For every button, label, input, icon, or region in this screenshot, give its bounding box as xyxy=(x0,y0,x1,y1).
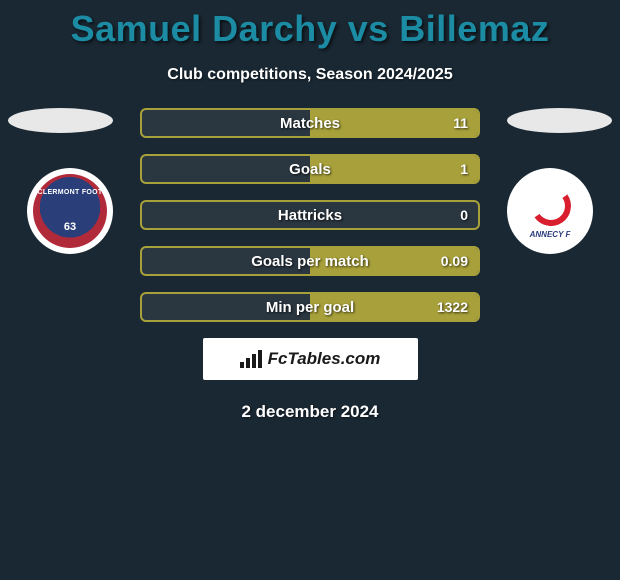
stat-value-right: 0.09 xyxy=(441,253,468,269)
badge-right-text: ANNECY F xyxy=(530,231,571,240)
annecy-swoosh-icon xyxy=(528,183,574,229)
stat-row: Min per goal 1322 xyxy=(140,292,480,322)
stat-value-right: 1322 xyxy=(437,299,468,315)
brand-text: FcTables.com xyxy=(268,349,381,369)
subtitle: Club competitions, Season 2024/2025 xyxy=(0,66,620,84)
bar-chart-icon xyxy=(240,350,262,368)
content-area: CLERMONT FOOT 63 ANNECY F Matches 11 Goals… xyxy=(0,108,620,422)
stat-rows: Matches 11 Goals 1 Hattricks 0 Goals per match… xyxy=(140,108,480,322)
stat-row: Hattricks 0 xyxy=(140,200,480,230)
stat-row: Matches 11 xyxy=(140,108,480,138)
brand-box: FcTables.com xyxy=(203,338,418,380)
stat-label: Hattricks xyxy=(278,207,342,224)
stat-label: Matches xyxy=(280,115,340,132)
team-badge-right-inner: ANNECY F xyxy=(513,174,587,248)
stat-label: Goals xyxy=(289,161,331,178)
team-badge-right: ANNECY F xyxy=(507,168,593,254)
stat-value-right: 0 xyxy=(460,207,468,223)
team-badge-left-inner: CLERMONT FOOT 63 xyxy=(33,174,107,248)
infographic-container: Samuel Darchy vs Billemaz Club competiti… xyxy=(0,0,620,580)
team-badge-left: CLERMONT FOOT 63 xyxy=(27,168,113,254)
stat-label: Goals per match xyxy=(251,253,369,270)
badge-left-text-top: CLERMONT FOOT xyxy=(38,189,103,197)
stat-label: Min per goal xyxy=(266,299,354,316)
stat-row: Goals 1 xyxy=(140,154,480,184)
stat-fill-right xyxy=(310,156,478,182)
badge-left-number: 63 xyxy=(64,221,76,233)
date-text: 2 december 2024 xyxy=(0,402,620,422)
player-oval-right xyxy=(507,108,612,133)
page-title: Samuel Darchy vs Billemaz xyxy=(0,0,620,50)
stat-value-right: 11 xyxy=(453,115,468,131)
player-oval-left xyxy=(8,108,113,133)
stat-row: Goals per match 0.09 xyxy=(140,246,480,276)
stat-value-right: 1 xyxy=(460,161,468,177)
